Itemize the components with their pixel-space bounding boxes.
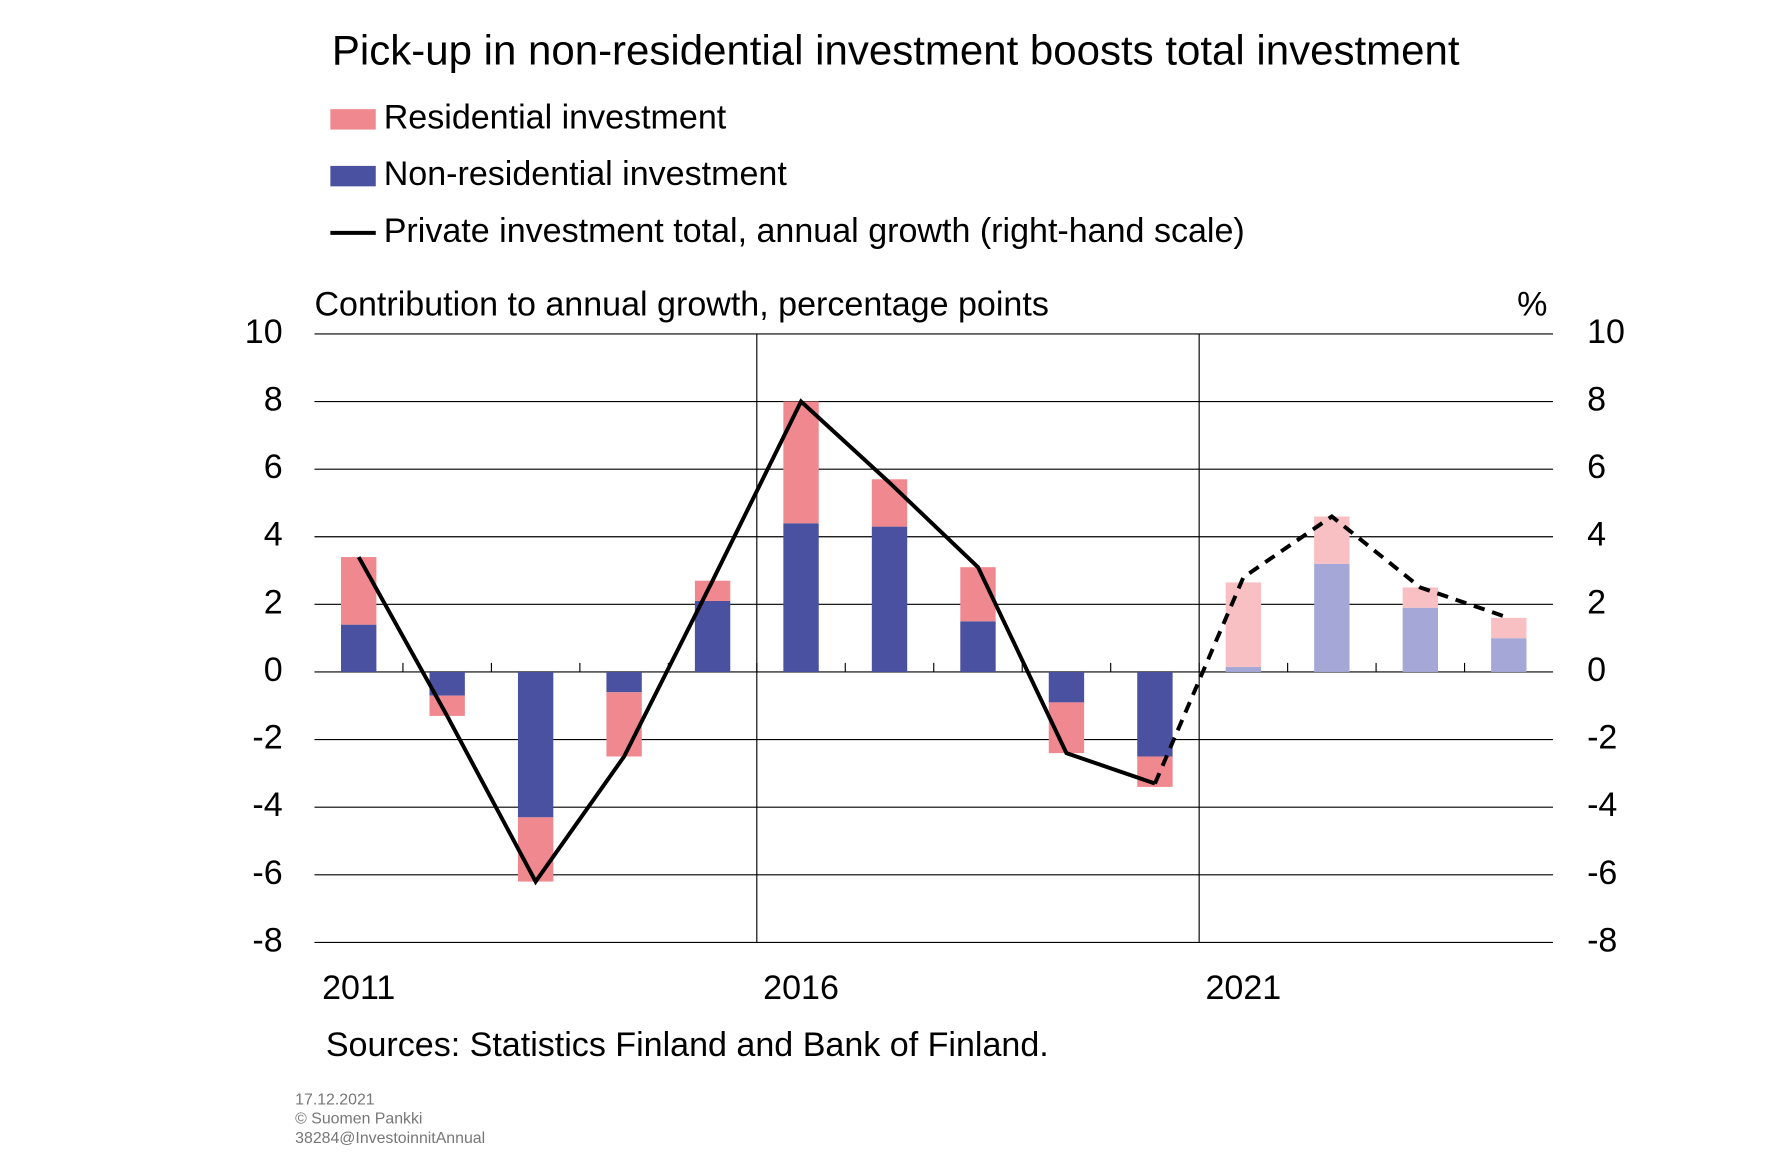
bar [871, 479, 908, 527]
bar [783, 523, 819, 672]
bar [341, 624, 377, 672]
bar [1491, 617, 1527, 639]
legend-label: Non-residential investment [384, 155, 788, 193]
bar [1048, 671, 1085, 703]
y-tick-label: -8 [252, 921, 282, 959]
bar [429, 671, 465, 696]
chart-title: Pick-up in non-residential investment bo… [332, 27, 1460, 74]
bar [1137, 671, 1173, 757]
bar [606, 692, 642, 757]
legend-label: Residential investment [384, 98, 727, 136]
y2-tick-label: -4 [1587, 786, 1617, 824]
y-tick-label: 0 [264, 651, 283, 689]
bar [606, 671, 642, 693]
bar [783, 401, 819, 524]
y-axis-label: Contribution to annual growth, percentag… [314, 286, 1048, 324]
legend-swatch [330, 165, 376, 187]
y2-tick-label: -8 [1587, 921, 1617, 959]
bar [517, 671, 554, 818]
y-tick-label: 10 [245, 313, 283, 351]
footnote: © Suomen Pankki [295, 1111, 422, 1128]
y-tick-label: -6 [252, 854, 282, 892]
bar [694, 600, 731, 672]
bar [960, 621, 996, 672]
y-tick-label: -4 [252, 786, 282, 824]
y2-tick-label: -6 [1587, 854, 1617, 892]
y2-tick-label: -2 [1587, 719, 1617, 757]
bar [1402, 587, 1439, 608]
legend-swatch [330, 109, 376, 130]
y2-tick-label: 4 [1587, 516, 1606, 554]
y2-tick-label: 10 [1587, 313, 1625, 351]
bar [1314, 563, 1350, 672]
line [356, 398, 1156, 886]
y2-tick-label: 8 [1587, 381, 1606, 419]
y-tick-label: 4 [264, 516, 283, 554]
y-tick-label: 2 [264, 583, 283, 621]
bar [1491, 638, 1527, 672]
line [1153, 513, 1510, 785]
y-tick-label: 8 [264, 381, 283, 419]
y2-tick-label: 6 [1587, 448, 1606, 486]
bar [517, 817, 554, 882]
bar [1225, 582, 1262, 667]
bar [341, 557, 377, 625]
x-tick-label: 2016 [763, 969, 839, 1007]
y-tick-label: 6 [264, 448, 283, 486]
x-tick-label: 2021 [1206, 969, 1282, 1007]
bar [871, 526, 908, 672]
y2-tick-label: 0 [1587, 651, 1606, 689]
x-tick-label: 2011 [322, 969, 395, 1007]
legend-label: Private investment total, annual growth … [384, 212, 1245, 250]
footnote: 17.12.2021 [295, 1091, 375, 1108]
footnote: 38284@InvestoinnitAnnual [295, 1130, 485, 1147]
y2-tick-label: 2 [1587, 583, 1606, 621]
y2-axis-label: % [1517, 286, 1547, 324]
source: Sources: Statistics Finland and Bank of … [326, 1026, 1049, 1064]
y-tick-label: -2 [252, 719, 282, 757]
bar [1402, 607, 1439, 672]
bar [1225, 666, 1262, 672]
